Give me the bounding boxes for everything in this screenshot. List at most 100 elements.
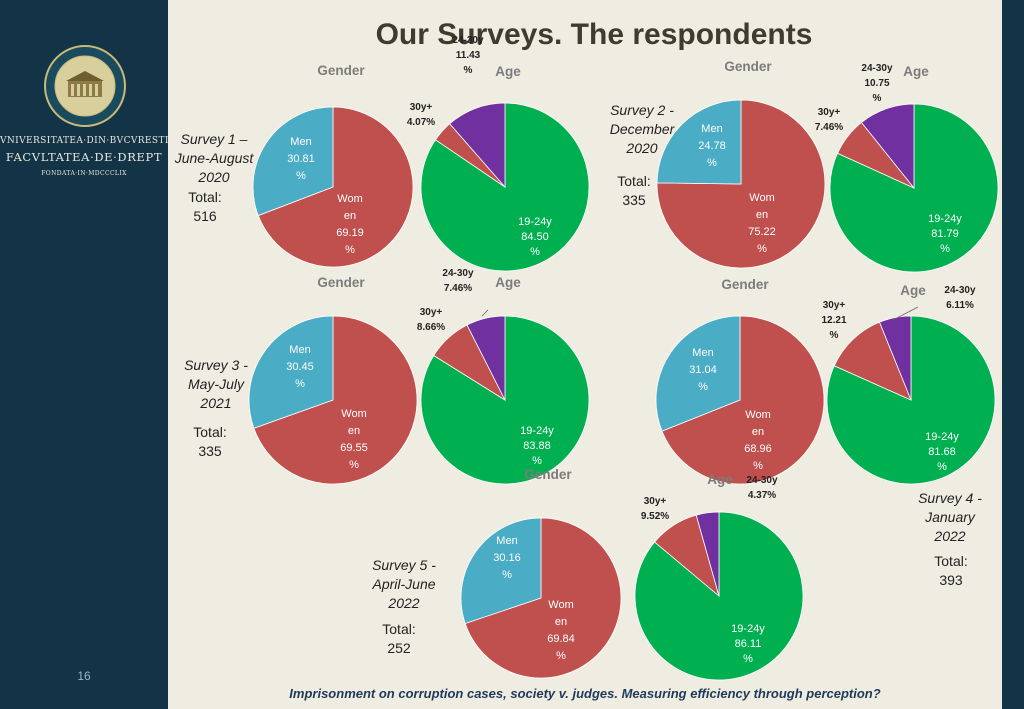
age-label-19-24-line: %	[530, 246, 540, 258]
survey-caption-line: 2020	[197, 169, 229, 185]
age-slice-24-30	[449, 102, 506, 189]
age-title: Age	[707, 472, 733, 487]
survey-caption-line: 2022	[387, 595, 419, 611]
age-label-24-30-line: %	[464, 65, 473, 76]
gender-label-men-line: %	[295, 378, 305, 390]
gender-label-men-line: %	[502, 569, 512, 581]
gender-label-women-line: en	[348, 425, 360, 437]
gender-label-women-line: Wom	[745, 409, 770, 421]
survey-total-line: 335	[622, 192, 646, 208]
faculty-name: FACVLTATEA·DE·DREPT	[5, 150, 163, 164]
gender-label-women-line: %	[349, 459, 359, 471]
university-name: VNIVERSITATEA·DIN·BVCVRESTI	[0, 136, 169, 146]
gender-label-men-line: 24.78	[698, 140, 726, 152]
gender-label-women-line: %	[556, 650, 566, 662]
gender-label-men: Men 30.45%	[286, 344, 314, 390]
age-title: Age	[903, 64, 929, 79]
survey-total: Total: 252	[382, 621, 415, 656]
gender-slice-women	[656, 99, 826, 269]
gender-label-women-line: 69.19	[336, 227, 364, 239]
age-label-24-30-line: %	[873, 93, 882, 104]
survey-3-group	[248, 315, 590, 485]
survey-total-line: 516	[193, 208, 217, 224]
gender-slice-women	[661, 315, 825, 485]
age-slice-24-30	[695, 511, 720, 597]
gender-title: Gender	[524, 467, 572, 482]
gender-label-women-line: en	[752, 426, 764, 438]
age-slice-24-30	[879, 315, 912, 401]
gender-label-women-line: en	[344, 210, 356, 222]
gender-slice-women	[253, 315, 418, 485]
survey-caption: Survey 4 - January 2022	[918, 490, 982, 544]
gender-label-men: Men 30.16%	[493, 535, 521, 581]
gender-label-men-line: Men	[496, 535, 517, 547]
gender-slice-men	[248, 315, 334, 429]
founded-text: FONDATA·IN·MDCCCLIX	[41, 170, 127, 177]
age-label-19-24-line: 19-24y	[731, 623, 765, 635]
age-label-19-24: 19-24y 81.68%	[925, 431, 959, 473]
gender-label-women: Wom en 75.22%	[748, 192, 776, 255]
age-label-30-plus: 30y+ 8.66%	[417, 307, 445, 333]
gender-label-women-line: en	[555, 616, 567, 628]
gender-label-women-line: Wom	[548, 599, 573, 611]
age-label-24-30-line: 4.37%	[748, 490, 776, 501]
survey-total-line: 393	[939, 572, 963, 588]
slide-title: Our Surveys. The respondents	[375, 18, 813, 51]
gender-label-women-line: %	[753, 460, 763, 472]
survey-caption: Survey 5 - April-June 2022	[371, 557, 436, 611]
age-label-24-30-line: 24-30y	[452, 35, 484, 46]
gender-label-women-line: Wom	[341, 408, 366, 420]
gender-label-men: Men 24.78%	[698, 123, 726, 169]
age-label-30-plus-line: 9.52%	[641, 511, 669, 522]
age-label-30-plus: 30y+ 9.52%	[641, 496, 669, 522]
survey-caption-line: Survey 5 -	[372, 557, 436, 573]
leader-line	[481, 309, 489, 317]
survey-5-group	[460, 511, 804, 681]
age-label-24-30-line: 24-30y	[861, 63, 893, 74]
gender-label-women: Wom en 68.96%	[744, 409, 772, 472]
age-label-19-24-line: 19-24y	[925, 431, 959, 443]
gender-label-women: Wom en 69.84%	[547, 599, 575, 662]
survey-caption-line: 2021	[199, 395, 231, 411]
age-label-19-24-line: %	[743, 653, 753, 665]
survey-total-line: 252	[387, 640, 411, 656]
gender-label-women-line: %	[345, 244, 355, 256]
gender-slice-men	[460, 517, 542, 624]
survey-4-group	[655, 315, 996, 485]
age-label-19-24-line: 19-24y	[928, 213, 962, 225]
gender-label-men-line: %	[707, 157, 717, 169]
age-label-30-plus-line: 12.21	[821, 315, 846, 326]
right-border	[1002, 0, 1024, 709]
gender-slice-men	[252, 106, 334, 217]
age-label-24-30: 24-30y 10.75%	[861, 63, 893, 104]
age-title: Age	[495, 64, 521, 79]
survey-caption-line: Survey 2 -	[610, 102, 674, 118]
gender-label-men-line: Men	[289, 344, 310, 356]
age-label-24-30-line: 6.11%	[946, 300, 974, 311]
survey-caption-line: April-June	[371, 576, 435, 592]
gender-title: Gender	[317, 275, 365, 290]
gender-label-men-line: 30.45	[286, 361, 314, 373]
age-label-19-24: 19-24y 83.88%	[520, 425, 554, 467]
survey-caption-line: 2022	[933, 528, 965, 544]
gender-label-men-line: %	[296, 170, 306, 182]
age-label-30-plus-line: 30y+	[818, 107, 841, 118]
survey-caption: Survey 2 - December 2020	[610, 102, 676, 156]
age-label-24-30-line: 24-30y	[442, 268, 474, 279]
survey-caption: Survey 3 - May-July 2021	[184, 357, 248, 411]
age-label-19-24-line: %	[532, 455, 542, 467]
age-label-30-plus: 30y+ 4.07%	[407, 102, 435, 128]
age-label-24-30: 24-30y 4.37%	[746, 475, 778, 501]
age-label-30-plus-line: 30y+	[823, 300, 846, 311]
survey-total-line: Total:	[382, 621, 415, 637]
gender-label-women-line: en	[756, 209, 768, 221]
age-label-19-24: 19-24y 84.50%	[518, 216, 552, 258]
age-label-19-24-line: 19-24y	[520, 425, 554, 437]
gender-label-men-line: 31.04	[689, 364, 717, 376]
age-label-19-24-line: 84.50	[521, 231, 549, 243]
leader-line	[892, 306, 919, 321]
gender-title: Gender	[724, 59, 772, 74]
gender-label-men: Men 30.81%	[287, 136, 315, 182]
age-label-19-24: 19-24y 81.79%	[928, 213, 962, 255]
survey-caption-line: Survey 1 –	[181, 131, 248, 147]
